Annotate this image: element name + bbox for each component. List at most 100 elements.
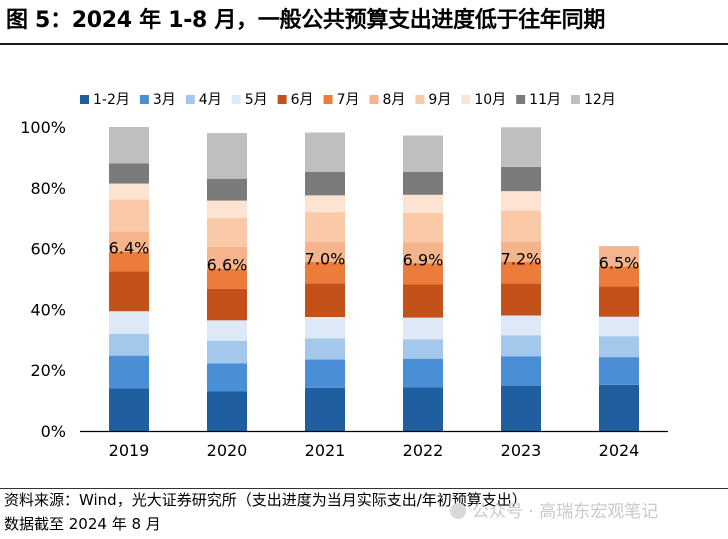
- bar-segment-2019-8月: [109, 231, 149, 252]
- bar-segment-2022-7月: [403, 263, 443, 285]
- legend-swatch: [461, 95, 471, 104]
- legend: 1-2月 3月 4月 5月 6月 7月 8月 9月 10月 11月 12月: [80, 92, 616, 108]
- bar-segment-2019-10月: [109, 183, 149, 200]
- bar-segment-2023-10月: [501, 191, 541, 211]
- bar-segment-2024-3月: [599, 357, 639, 385]
- bar-segment-2023-9月: [501, 210, 541, 242]
- legend-label: 12月: [584, 92, 616, 108]
- bar-segment-2023-11月: [501, 166, 541, 192]
- bar-segment-2022-1-2月: [403, 387, 443, 431]
- watermark: 公众号 · 高瑞东宏观笔记: [450, 497, 658, 522]
- bar-segment-2024-7月: [599, 266, 639, 287]
- bar-segment-2022-12月: [403, 135, 443, 172]
- bar-segment-2019-11月: [109, 163, 149, 184]
- bar-segment-2022-6月: [403, 284, 443, 318]
- bar-segment-2023-4月: [501, 335, 541, 357]
- bar-segment-2020-4月: [207, 340, 247, 364]
- bar-segment-2019-7月: [109, 251, 149, 272]
- bar-segment-2020-10月: [207, 200, 247, 218]
- bar-segment-2024-5月: [599, 316, 639, 337]
- bar-segment-2020-1-2月: [207, 391, 247, 431]
- bar-segment-2021-1-2月: [305, 387, 345, 431]
- bar-segment-2023-5月: [501, 315, 541, 336]
- legend-swatch: [277, 95, 287, 104]
- annotation-label: 7.2%: [501, 250, 542, 269]
- legend-label: 7月: [337, 92, 360, 108]
- bar-segment-2019-4月: [109, 333, 149, 356]
- x-tick-label: 2024: [599, 441, 640, 460]
- annotation-label: 7.0%: [305, 250, 346, 269]
- legend-swatch: [516, 95, 526, 104]
- bar-segment-2021-4月: [305, 338, 345, 360]
- bar-segment-2024-8月: [599, 246, 639, 267]
- annotation-label: 6.9%: [403, 251, 444, 270]
- bar-segment-2021-8月: [305, 241, 345, 262]
- legend-label: 6月: [291, 92, 314, 108]
- bar-segment-2020-7月: [207, 268, 247, 289]
- bar-segment-2020-9月: [207, 217, 247, 247]
- bar-segment-2021-5月: [305, 317, 345, 339]
- bar-segment-2021-10月: [305, 195, 345, 213]
- annotation-label: 6.6%: [207, 256, 248, 275]
- bar-segment-2024-4月: [599, 336, 639, 358]
- bar-segment-2019-12月: [109, 127, 149, 164]
- bars: [109, 127, 639, 431]
- annotations: 6.4% 6.6% 7.0% 6.9% 7.2% 6.5%: [109, 239, 640, 275]
- stacked-bar-chart: 1-2月 3月 4月 5月 6月 7月 8月 9月 10月 11月 12月 0% 20% 40% 60% 8…: [20, 92, 668, 460]
- bar-segment-2024-6月: [599, 286, 639, 317]
- x-tick-label: 2020: [207, 441, 248, 460]
- bar-segment-2021-7月: [305, 261, 345, 284]
- bar-segment-2022-3月: [403, 358, 443, 388]
- bar-segment-2020-12月: [207, 133, 247, 179]
- bar-segment-2021-9月: [305, 212, 345, 242]
- annotation-label: 6.4%: [109, 239, 150, 258]
- legend-swatch: [369, 95, 379, 104]
- bar-segment-2021-12月: [305, 132, 345, 172]
- bar-segment-2019-5月: [109, 311, 149, 334]
- bar-segment-2020-5月: [207, 320, 247, 341]
- chart-title: 图 5：2024 年 1-8 月，一般公共预算支出进度低于往年同期: [6, 8, 606, 33]
- legend-swatch: [185, 95, 195, 104]
- annotation-label: 6.5%: [599, 253, 640, 272]
- wechat-icon: [450, 503, 466, 519]
- legend-label: 1-2月: [93, 92, 130, 108]
- x-axis: 2019 2020 2021 2022 2023 2024: [80, 430, 668, 460]
- bar-segment-2019-9月: [109, 199, 149, 232]
- x-tick-label: 2023: [501, 441, 542, 460]
- legend-label: 11月: [529, 92, 561, 108]
- bar-segment-2023-3月: [501, 356, 541, 387]
- bar-segment-2022-11月: [403, 171, 443, 195]
- legend-swatch: [570, 95, 580, 104]
- bar-segment-2022-5月: [403, 317, 443, 340]
- data-cutoff-note: 数据截至 2024 年 8 月: [4, 515, 161, 533]
- bar-segment-2020-3月: [207, 363, 247, 392]
- footer-divider: [0, 488, 728, 489]
- legend-label: 8月: [382, 92, 405, 108]
- legend-swatch: [415, 95, 425, 104]
- y-tick-label: 80%: [30, 179, 66, 198]
- source-note: 资料来源：Wind，光大证券研究所（支出进度为当月实际支出/年初预算支出）: [4, 491, 527, 509]
- bar-segment-2021-11月: [305, 171, 345, 196]
- legend-swatch: [80, 95, 89, 104]
- bar-segment-2024-1-2月: [599, 384, 639, 431]
- legend-label: 10月: [474, 92, 506, 108]
- legend-label: 5月: [245, 92, 268, 108]
- bar-segment-2022-10月: [403, 194, 443, 213]
- y-tick-label: 0%: [41, 422, 66, 441]
- x-tick-label: 2021: [305, 441, 346, 460]
- bar-segment-2020-8月: [207, 246, 247, 269]
- bar-segment-2019-6月: [109, 271, 149, 312]
- bar-segment-2019-1-2月: [109, 388, 149, 431]
- x-tick-label: 2019: [109, 441, 150, 460]
- legend-swatch: [231, 95, 241, 104]
- title-divider: [0, 43, 728, 45]
- bar-segment-2022-8月: [403, 242, 443, 264]
- y-tick-label: 60%: [30, 240, 66, 259]
- bar-segment-2021-6月: [305, 283, 345, 317]
- x-tick-label: 2022: [403, 441, 444, 460]
- bar-segment-2023-7月: [501, 261, 541, 284]
- legend-label: 4月: [199, 92, 222, 108]
- watermark-text: 公众号 · 高瑞东宏观笔记: [472, 502, 659, 522]
- y-tick-label: 20%: [30, 361, 66, 380]
- bar-segment-2023-1-2月: [501, 386, 541, 431]
